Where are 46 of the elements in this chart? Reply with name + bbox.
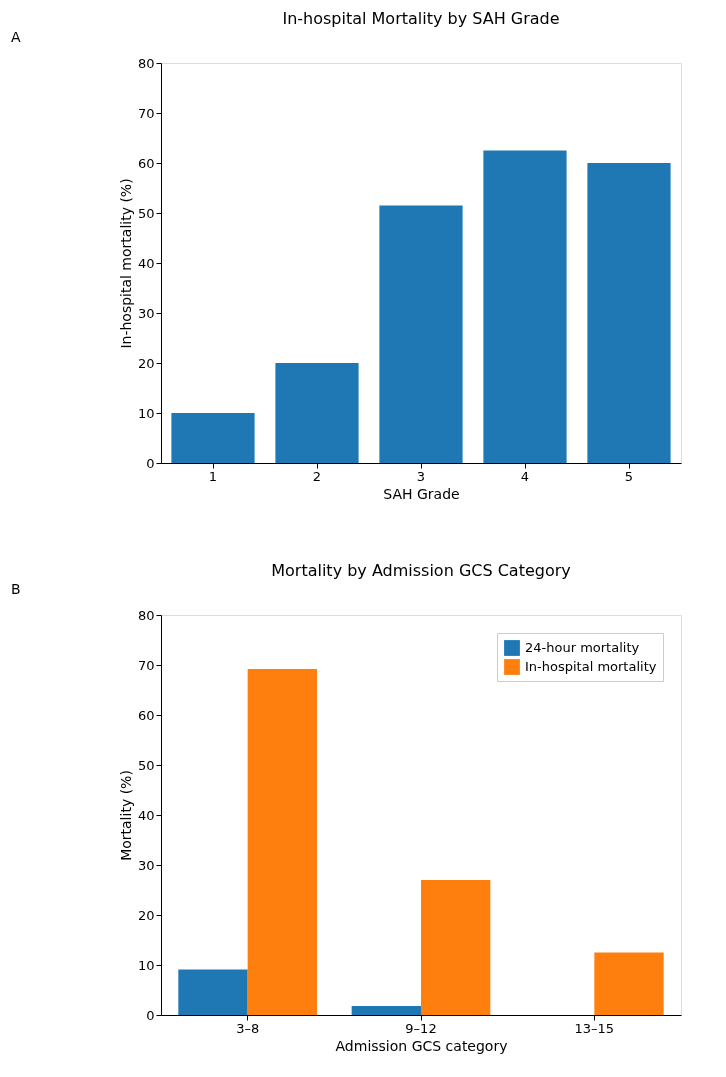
y-axis-title: In-hospital mortality (%) <box>117 178 134 349</box>
y-tick-label: 50 <box>137 757 155 773</box>
text: A <box>11 29 21 45</box>
bar <box>178 969 248 1015</box>
y-tick-label: 10 <box>137 405 155 421</box>
x-tick-label: 3 <box>416 468 426 484</box>
x-tick-label: 4 <box>520 468 530 484</box>
y-tick-label: 80 <box>137 607 155 623</box>
x-axis-title: SAH Grade <box>383 485 460 502</box>
y-tick-label: 30 <box>137 305 155 321</box>
y-tick-label: 70 <box>137 657 155 673</box>
bar <box>379 205 463 463</box>
y-axis-title: Mortality (%) <box>117 770 134 861</box>
y-tick-label: 10 <box>137 957 155 973</box>
bar <box>351 1006 421 1015</box>
y-tick-label: 0 <box>146 455 155 471</box>
y-tick-label: 70 <box>137 105 155 121</box>
y-tick-label: 40 <box>137 807 155 823</box>
bar <box>483 150 567 463</box>
bar <box>587 163 671 463</box>
x-tick-label: 9–12 <box>405 1020 437 1036</box>
x-tick-label: 2 <box>312 468 322 484</box>
bar <box>421 880 491 1015</box>
text: B <box>11 581 21 597</box>
bar <box>275 363 359 463</box>
y-tick-label: 50 <box>137 205 155 221</box>
x-tick-label: 5 <box>624 468 634 484</box>
y-tick-label: 20 <box>137 355 155 371</box>
bar <box>594 952 664 1015</box>
bar <box>247 669 317 1015</box>
legend-label: In-hospital mortality <box>525 659 657 674</box>
chart-title: In-hospital Mortality by SAH Grade <box>282 9 560 28</box>
chart-title: Mortality by Admission GCS Category <box>271 561 571 580</box>
bar <box>171 413 255 463</box>
y-tick-label: 30 <box>137 857 155 873</box>
x-axis-title: Admission GCS category <box>335 1037 508 1054</box>
y-tick-label: 0 <box>146 1007 155 1023</box>
x-tick-label: 1 <box>208 468 218 484</box>
y-tick-label: 60 <box>137 707 155 723</box>
y-tick-label: 20 <box>137 907 155 923</box>
y-tick-label: 60 <box>137 155 155 171</box>
y-tick-label: 80 <box>137 55 155 71</box>
y-tick-label: 40 <box>137 255 155 271</box>
x-tick-label: 13–15 <box>574 1020 615 1036</box>
x-tick-label: 3–8 <box>236 1020 260 1036</box>
legend-label: 24-hour mortality <box>525 640 640 655</box>
